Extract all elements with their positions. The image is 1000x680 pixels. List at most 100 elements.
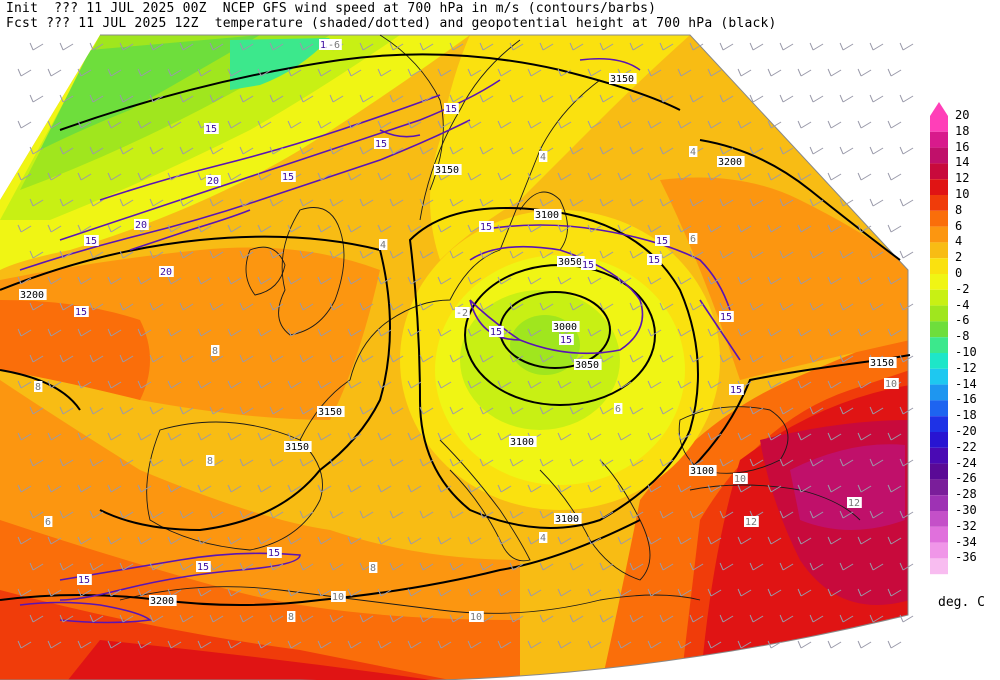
temperature-contour-label-bg [539, 151, 548, 162]
temperature-contour-label-bg [689, 146, 698, 157]
wind-barb [509, 250, 524, 259]
wind-barb [677, 536, 692, 545]
wind-barb [587, 432, 602, 441]
wind-barb [449, 562, 464, 571]
wind-barb [497, 588, 512, 597]
wind-barb [257, 484, 272, 493]
wind-barb [527, 224, 542, 233]
wind-contour-label: 20 [135, 220, 147, 231]
wind-barb [347, 172, 362, 181]
wind-barb [719, 614, 734, 623]
wind-barb [857, 224, 872, 233]
wind-barb [797, 68, 812, 77]
wind-barb [137, 380, 152, 389]
height-contour-label-bg [509, 436, 537, 447]
temperature-contour-label: -2 [456, 308, 468, 319]
wind-barb [179, 406, 194, 415]
wind-contour-label-bg [206, 175, 221, 186]
wind-barb [869, 406, 884, 415]
wind-barb [869, 94, 884, 103]
wind-barb [887, 432, 902, 441]
wind-barb [437, 328, 452, 337]
wind-barb [887, 172, 902, 181]
wind-barb [527, 380, 542, 389]
wind-barb [629, 146, 644, 155]
wind-barb [539, 42, 554, 51]
wind-barb [659, 42, 674, 51]
wind-barb [257, 432, 272, 441]
wind-barb [617, 588, 632, 597]
colorbar-tick-label: 20 [955, 108, 970, 122]
wind-barb [299, 250, 314, 259]
wind-barb [569, 302, 584, 311]
wind-barb [227, 484, 242, 493]
wind-contour-label: 15 [85, 236, 97, 247]
wind-barb [107, 484, 122, 493]
wind-barb [779, 354, 794, 363]
wind-barb [437, 484, 452, 493]
wind-barb [347, 328, 362, 337]
wind-barb [689, 250, 704, 259]
colorbar-swatch [930, 179, 948, 195]
wind-barb [899, 562, 914, 571]
wind-barb [599, 302, 614, 311]
wind-barb [689, 42, 704, 51]
wind-barb [167, 68, 182, 77]
colorbar-tick-label: -32 [955, 518, 977, 533]
wind-barb [299, 562, 314, 571]
domain-border [0, 34, 909, 680]
wind-barb [569, 562, 584, 571]
wind-barb [707, 640, 722, 649]
wind-barb [137, 172, 152, 181]
wind-barb [59, 42, 74, 51]
wind-barb [827, 640, 842, 649]
wind-barb [557, 380, 572, 389]
wind-contour-label-bg [134, 219, 149, 230]
wind-barb [599, 510, 614, 519]
wind-barb [107, 328, 122, 337]
wind-contour-label: 15 [268, 548, 280, 559]
wind-barb [617, 276, 632, 285]
wind-barb [257, 172, 272, 181]
wind-barb [809, 250, 824, 259]
temperature-contour-label: 8 [288, 612, 294, 623]
wind-barb [17, 276, 32, 285]
colorbar-swatch [930, 163, 948, 180]
wind-barb [869, 614, 884, 623]
wind-barb [587, 588, 602, 597]
wind-contour-label-bg [647, 254, 662, 265]
wind-barb [677, 484, 692, 493]
wind-barb [59, 250, 74, 259]
wind-contour-label: 15 [560, 335, 572, 346]
wind-barb [47, 224, 62, 233]
wind-contour-label-bg [196, 561, 211, 572]
colorbar-tick-label: 2 [955, 250, 963, 265]
wind-barb [659, 562, 674, 571]
wind-barb [59, 146, 74, 155]
colorbar-swatch [930, 511, 948, 527]
wind-barb [347, 276, 362, 285]
colorbar-swatch [930, 416, 948, 432]
wind-contour-label: 20 [207, 176, 219, 187]
wind-barb [737, 328, 752, 337]
wind-barb [587, 68, 602, 77]
wind-barb [269, 614, 284, 623]
wind-barb [197, 380, 212, 389]
wind-barb [857, 172, 872, 181]
wind-barb [857, 328, 872, 337]
wind-barb [137, 120, 152, 129]
wind-barb [149, 406, 164, 415]
wind-barb [539, 458, 554, 467]
wind-barb [659, 146, 674, 155]
wind-barb [587, 120, 602, 129]
wind-barb [647, 172, 662, 181]
wind-barb [179, 562, 194, 571]
wind-barb [167, 484, 182, 493]
wind-barb [539, 354, 554, 363]
wind-barb [419, 562, 434, 571]
wind-barb [887, 276, 902, 285]
wind-barb [629, 562, 644, 571]
wind-barb [587, 172, 602, 181]
height-contour-label-bg [284, 441, 312, 452]
temperature-contour-label-bg [847, 497, 862, 508]
